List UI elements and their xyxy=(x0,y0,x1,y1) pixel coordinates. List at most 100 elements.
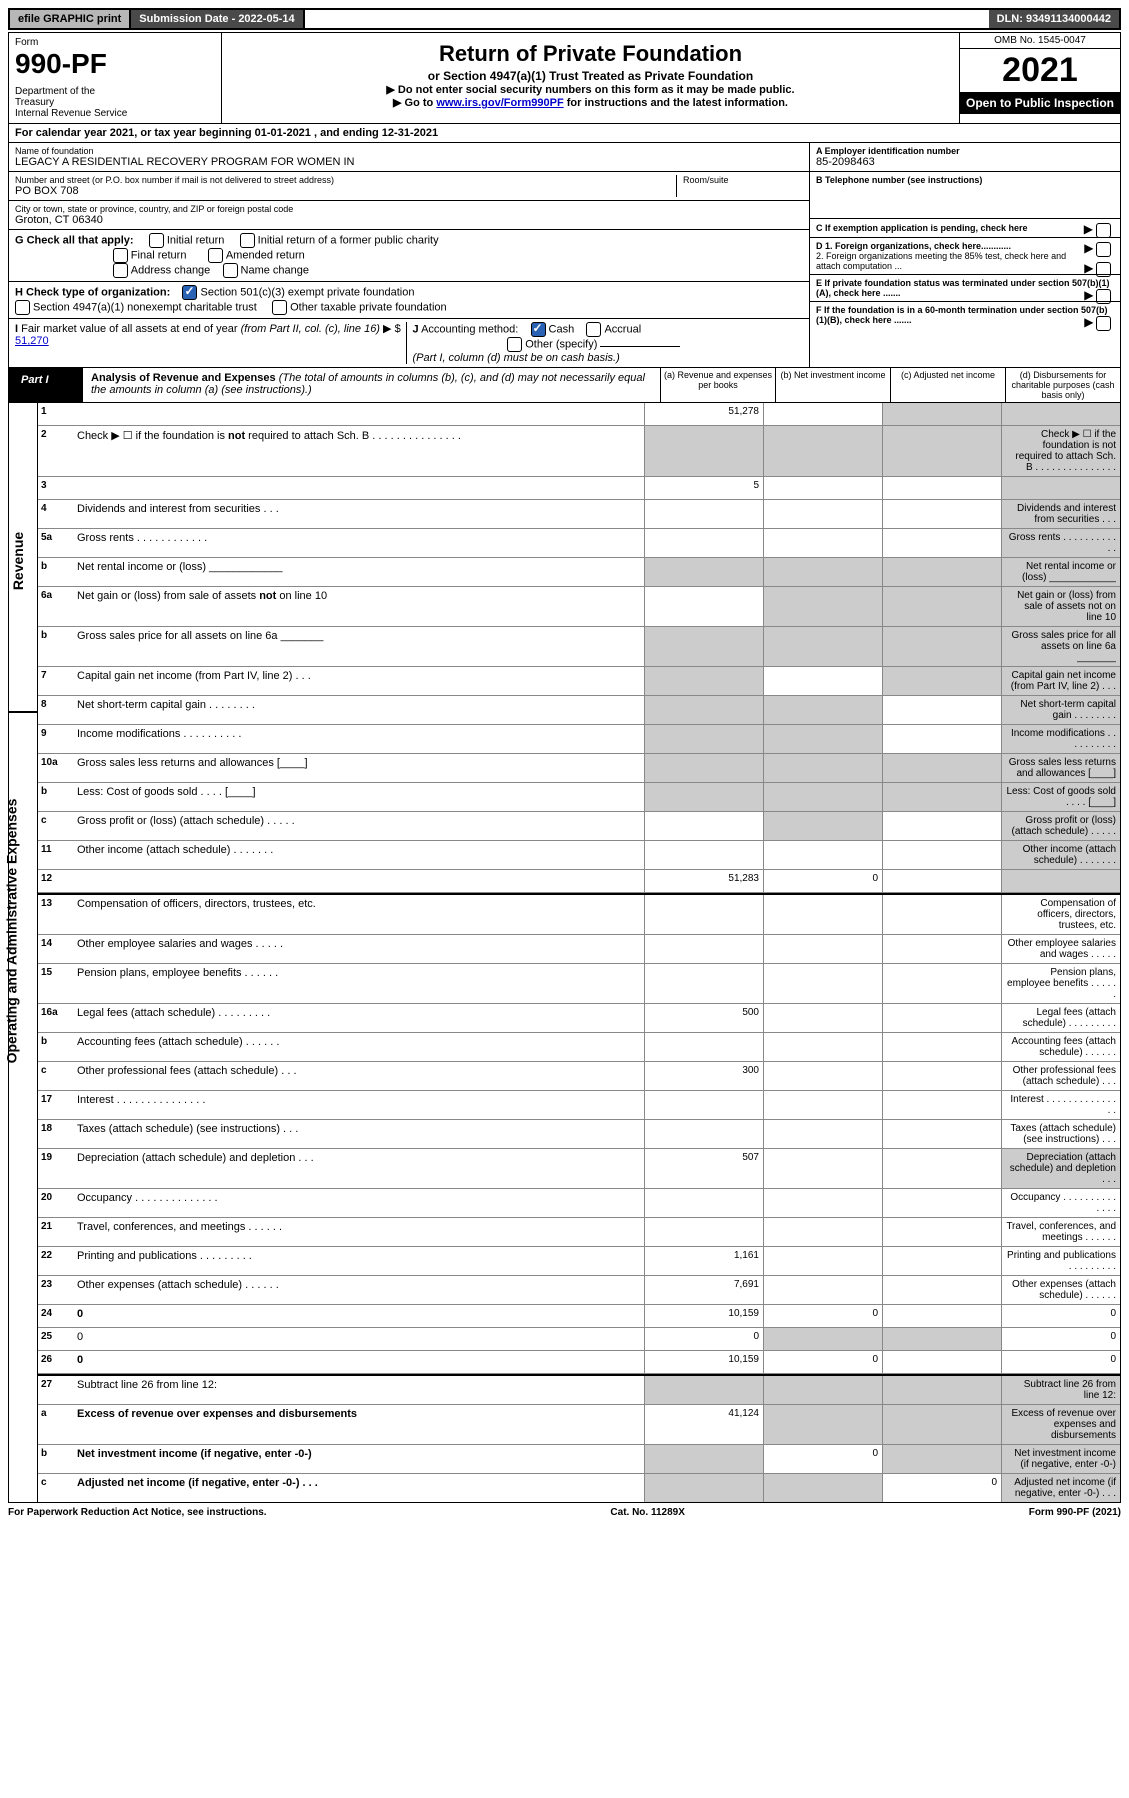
amount-col-b xyxy=(763,477,882,499)
department-label: Department of theTreasuryInternal Revenu… xyxy=(15,86,215,119)
address-change-checkbox[interactable] xyxy=(113,263,128,278)
amount-col-b xyxy=(763,1120,882,1148)
line-description: Capital gain net income (from Part IV, l… xyxy=(75,667,644,695)
f-label: F If the foundation is in a 60-month ter… xyxy=(816,305,1108,325)
page-footer: For Paperwork Reduction Act Notice, see … xyxy=(8,1503,1121,1522)
amount-col-c: 0 xyxy=(882,1474,1001,1502)
name-change-checkbox[interactable] xyxy=(223,263,238,278)
sec501-checkbox[interactable] xyxy=(182,285,197,300)
line-description: Depreciation (attach schedule) and deple… xyxy=(75,1149,644,1188)
line-description: Net investment income (if negative, ente… xyxy=(75,1445,644,1473)
amended-return-checkbox[interactable] xyxy=(208,248,223,263)
line-17: 17Interest . . . . . . . . . . . . . . .… xyxy=(37,1091,1120,1120)
other-method-checkbox[interactable] xyxy=(507,337,522,352)
line-13: 13Compensation of officers, directors, t… xyxy=(37,893,1120,935)
exemption-pending-checkbox[interactable] xyxy=(1096,223,1111,238)
amount-col-d: Depreciation (attach schedule) and deple… xyxy=(1001,1149,1120,1188)
line-description xyxy=(75,403,644,425)
form-number: 990-PF xyxy=(15,48,215,80)
catalog-number: Cat. No. 11289X xyxy=(610,1507,684,1518)
amount-col-b xyxy=(763,500,882,528)
line-number: a xyxy=(37,1405,75,1444)
line-number: 25 xyxy=(37,1328,75,1350)
amount-col-a xyxy=(644,558,763,586)
amount-col-d: Net investment income (if negative, ente… xyxy=(1001,1445,1120,1473)
amount-col-d: Adjusted net income (if negative, enter … xyxy=(1001,1474,1120,1502)
line-description: Adjusted net income (if negative, enter … xyxy=(75,1474,644,1502)
amount-col-a: 10,159 xyxy=(644,1351,763,1373)
amount-col-d: Gross sales less returns and allowances … xyxy=(1001,754,1120,782)
line-description xyxy=(75,870,644,892)
line-number: c xyxy=(37,1474,75,1502)
line-description: Other income (attach schedule) . . . . .… xyxy=(75,841,644,869)
line-description: Taxes (attach schedule) (see instruction… xyxy=(75,1120,644,1148)
accrual-checkbox[interactable] xyxy=(586,322,601,337)
line-a: aExcess of revenue over expenses and dis… xyxy=(37,1405,1120,1445)
line-number: b xyxy=(37,558,75,586)
amount-col-a xyxy=(644,1474,763,1502)
line-number: 26 xyxy=(37,1351,75,1373)
amount-col-c xyxy=(882,841,1001,869)
initial-return-checkbox[interactable] xyxy=(149,233,164,248)
line-21: 21Travel, conferences, and meetings . . … xyxy=(37,1218,1120,1247)
amount-col-b xyxy=(763,1004,882,1032)
instructions-link[interactable]: www.irs.gov/Form990PF xyxy=(436,97,563,109)
amount-col-a: 10,159 xyxy=(644,1305,763,1327)
line-number: 5a xyxy=(37,529,75,557)
line-description: Interest . . . . . . . . . . . . . . . xyxy=(75,1091,644,1119)
efile-print-button[interactable]: efile GRAPHIC print xyxy=(10,10,131,28)
line-7: 7Capital gain net income (from Part IV, … xyxy=(37,667,1120,696)
amount-col-a xyxy=(644,1445,763,1473)
amount-col-d: Other professional fees (attach schedule… xyxy=(1001,1062,1120,1090)
line-number: 12 xyxy=(37,870,75,892)
initial-return-label: Initial return xyxy=(167,234,224,246)
amount-col-a xyxy=(644,754,763,782)
amount-col-c xyxy=(882,1276,1001,1304)
amount-col-d xyxy=(1001,870,1120,892)
initial-former-checkbox[interactable] xyxy=(240,233,255,248)
line-15: 15Pension plans, employee benefits . . .… xyxy=(37,964,1120,1004)
amount-col-a: 300 xyxy=(644,1062,763,1090)
line-14: 14Other employee salaries and wages . . … xyxy=(37,935,1120,964)
form-version: Form 990-PF (2021) xyxy=(1029,1507,1121,1518)
line-number: 8 xyxy=(37,696,75,724)
amount-col-d xyxy=(1001,403,1120,425)
foreign-org-checkbox[interactable] xyxy=(1096,242,1111,257)
line-2: 2Check ▶ ☐ if the foundation is not requ… xyxy=(37,426,1120,477)
line-c: cOther professional fees (attach schedul… xyxy=(37,1062,1120,1091)
amount-col-c xyxy=(882,1405,1001,1444)
amount-col-b xyxy=(763,1247,882,1275)
sec4947-checkbox[interactable] xyxy=(15,300,30,315)
sec4947-label: Section 4947(a)(1) nonexempt charitable … xyxy=(33,301,257,313)
amount-col-c xyxy=(882,783,1001,811)
name-label: Name of foundation xyxy=(15,146,803,156)
fmv-value[interactable]: 51,270 xyxy=(15,335,49,347)
form-label: Form xyxy=(15,37,215,48)
amount-col-c xyxy=(882,935,1001,963)
amount-col-c xyxy=(882,426,1001,476)
60-month-checkbox[interactable] xyxy=(1096,316,1111,331)
name-change-label: Name change xyxy=(241,264,310,276)
line-b: bAccounting fees (attach schedule) . . .… xyxy=(37,1033,1120,1062)
amount-col-d: Net gain or (loss) from sale of assets n… xyxy=(1001,587,1120,626)
other-taxable-checkbox[interactable] xyxy=(272,300,287,315)
amount-col-d: Income modifications . . . . . . . . . . xyxy=(1001,725,1120,753)
amount-col-b xyxy=(763,558,882,586)
other-taxable-label: Other taxable private foundation xyxy=(290,301,447,313)
amount-col-b xyxy=(763,1376,882,1404)
cash-checkbox[interactable] xyxy=(531,322,546,337)
amended-return-label: Amended return xyxy=(226,249,305,261)
amount-col-d: Legal fees (attach schedule) . . . . . .… xyxy=(1001,1004,1120,1032)
amount-col-b xyxy=(763,696,882,724)
final-return-checkbox[interactable] xyxy=(113,248,128,263)
address-change-label: Address change xyxy=(131,264,211,276)
amount-col-c xyxy=(882,587,1001,626)
amount-col-a xyxy=(644,964,763,1003)
other-method-label: Other (specify) xyxy=(525,338,597,350)
foreign-85-checkbox[interactable] xyxy=(1096,262,1111,277)
revenue-side-label: Revenue xyxy=(10,532,26,590)
line-c: cGross profit or (loss) (attach schedule… xyxy=(37,812,1120,841)
status-terminated-checkbox[interactable] xyxy=(1096,289,1111,304)
line-number: b xyxy=(37,1445,75,1473)
g-label: G Check all that apply: xyxy=(15,234,134,246)
